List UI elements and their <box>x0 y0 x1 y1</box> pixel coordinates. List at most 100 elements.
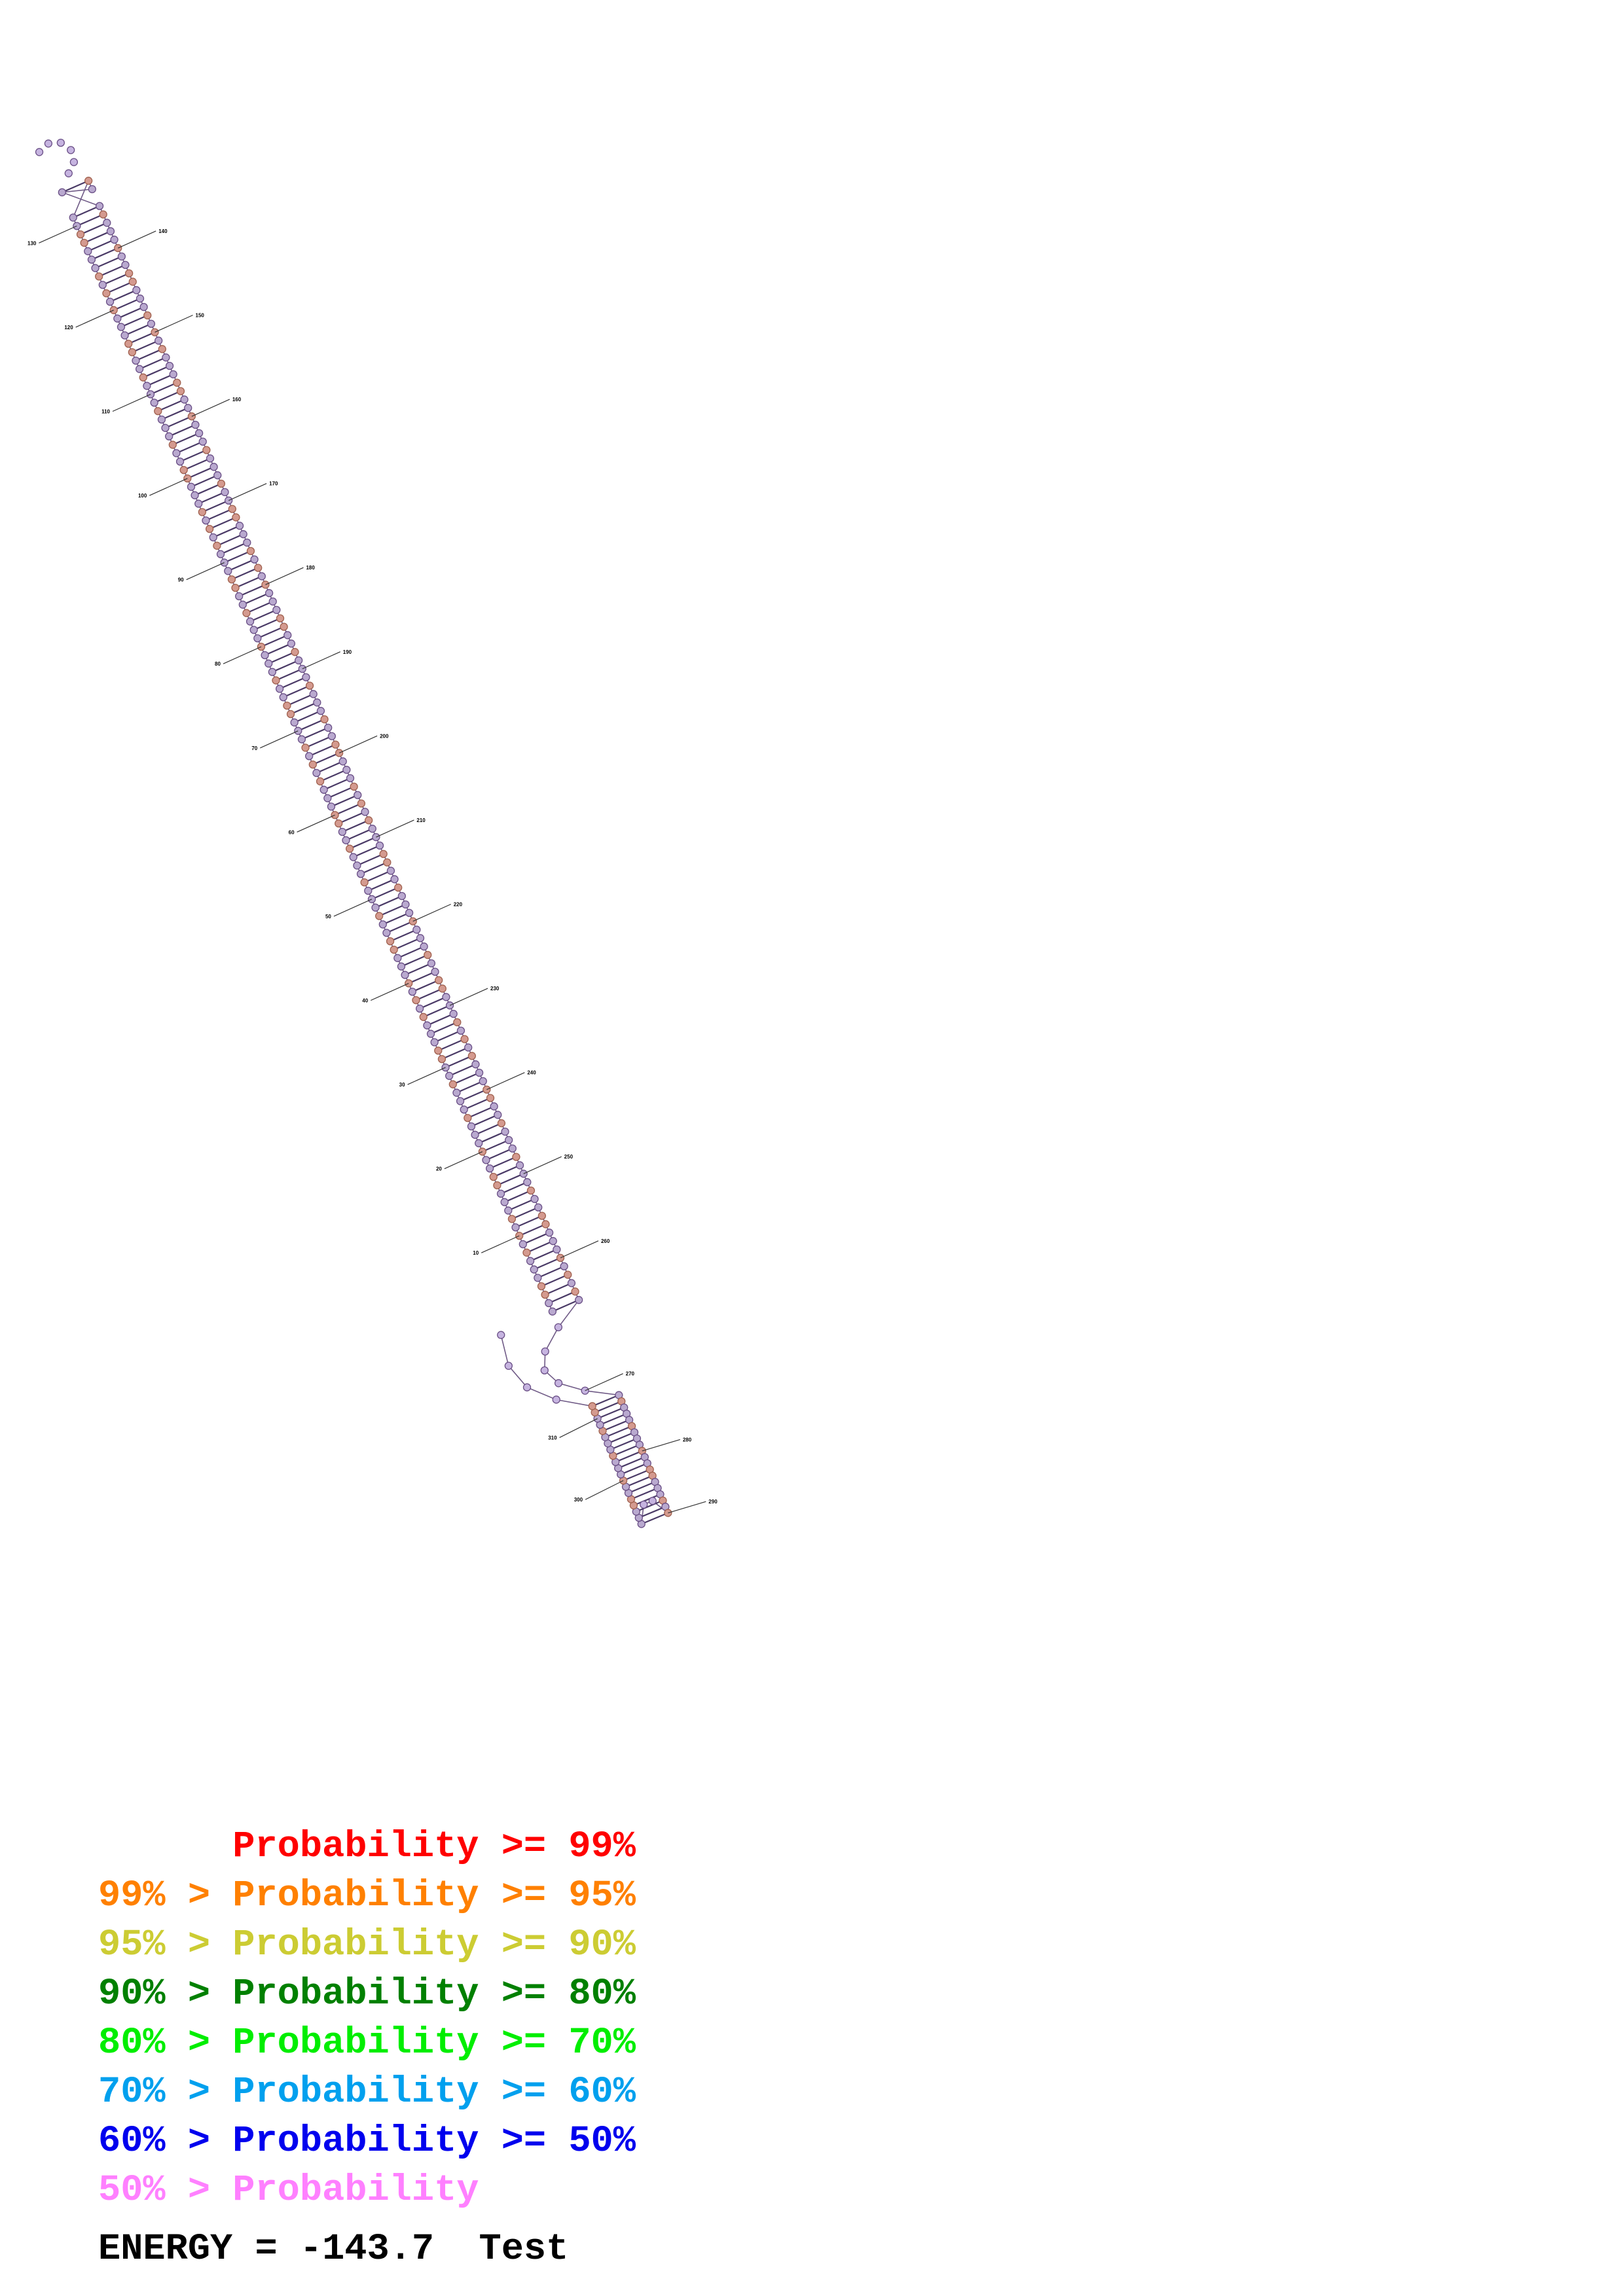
base-pair-line <box>612 1444 640 1457</box>
nucleotide <box>538 1211 546 1220</box>
tick-label: 120 <box>64 325 73 331</box>
base-pair-line <box>600 1412 627 1426</box>
nucleotide <box>243 538 251 547</box>
base-pair-line <box>154 390 181 404</box>
base-pair-line <box>641 1512 668 1525</box>
base-pair-line <box>452 1072 480 1085</box>
nucleotide <box>312 768 321 778</box>
legend-row: 60% > Probability >= 50% <box>98 2117 1015 2166</box>
nucleotide <box>216 550 225 558</box>
base-pair-line <box>507 1198 536 1211</box>
energy-label: ENERGY = <box>98 2229 300 2270</box>
base-pair-line <box>76 213 104 227</box>
nucleotide <box>198 437 207 446</box>
base-pair-line <box>515 1215 543 1229</box>
base-pair-line <box>408 971 435 984</box>
base-pair-line <box>364 870 392 884</box>
base-pair-line <box>597 1407 625 1420</box>
legend-suffix: >= 80% <box>479 1973 636 2015</box>
base-pair-line <box>319 769 347 782</box>
nucleotide <box>238 600 247 609</box>
nucleotide <box>91 264 100 272</box>
tick-line <box>149 478 188 496</box>
nucleotide <box>522 1248 531 1257</box>
legend-prefix: 70% > <box>98 2072 233 2113</box>
base-pair-line <box>179 449 207 463</box>
nucleotide <box>437 1054 447 1064</box>
base-pair-line <box>605 1425 632 1438</box>
base-pair-line <box>198 491 225 505</box>
base-pair-line <box>95 255 122 269</box>
nucleotide <box>386 937 395 946</box>
probability-legend: Probability >= 99% 99% > Probability >= 9… <box>98 1823 1015 2215</box>
nucleotide <box>202 446 211 454</box>
legend-label: Probability <box>232 1973 479 2015</box>
nucleotide <box>427 959 436 968</box>
tick-line <box>265 567 304 585</box>
loop-nucleotide <box>44 139 53 148</box>
energy-value: -143.7 <box>299 2229 435 2270</box>
nucleotide <box>95 272 103 281</box>
base-pair-line <box>305 735 333 749</box>
nucleotide <box>453 1018 462 1027</box>
base-pair-line <box>511 1206 539 1220</box>
nucleotide <box>505 1136 513 1145</box>
nucleotide <box>331 811 339 819</box>
nucleotide <box>264 589 274 598</box>
nucleotide <box>356 870 365 878</box>
nucleotide <box>124 269 134 278</box>
base-pair-line <box>257 626 285 639</box>
nucleotide <box>526 1257 535 1265</box>
base-pair-line <box>434 1030 462 1043</box>
nucleotide <box>132 286 141 295</box>
nucleotide <box>228 505 236 513</box>
base-pair-line <box>91 247 119 260</box>
nucleotide <box>335 819 343 828</box>
nucleotide <box>479 1077 487 1086</box>
nucleotide <box>464 1113 472 1122</box>
nucleotide <box>430 1038 439 1047</box>
base-pair-line <box>132 340 159 353</box>
base-pair-line <box>594 1400 622 1413</box>
nucleotide <box>500 1198 509 1206</box>
nucleotide <box>253 634 262 643</box>
tick-line <box>338 735 378 754</box>
base-pair-line <box>172 432 200 446</box>
base-pair-line <box>109 289 137 302</box>
base-pair-line <box>349 836 376 850</box>
tick-label: 80 <box>215 661 221 667</box>
nucleotide <box>276 614 285 622</box>
nucleotide <box>512 1153 520 1161</box>
nucleotide <box>58 188 66 196</box>
tick-line <box>302 651 341 670</box>
nucleotide <box>452 1088 461 1097</box>
nucleotide <box>297 735 306 744</box>
tick-label: 50 <box>325 914 331 920</box>
base-pair-line <box>602 1419 630 1432</box>
nucleotide <box>412 925 421 934</box>
base-pair-line <box>625 1475 653 1488</box>
base-pair-line <box>206 508 233 522</box>
nucleotide <box>338 827 346 836</box>
base-pair-line <box>272 660 299 673</box>
base-pair-line <box>437 1038 465 1052</box>
base-pair-line <box>630 1487 658 1500</box>
base-pair-line <box>393 937 421 950</box>
tick-line <box>376 819 414 838</box>
nucleotide <box>375 912 384 920</box>
nucleotide <box>316 707 325 715</box>
nucleotide <box>217 479 226 488</box>
loop-nucleotide <box>69 158 79 166</box>
nucleotide <box>205 524 214 533</box>
base-pair-line <box>552 1299 579 1312</box>
nucleotide <box>526 1186 536 1195</box>
nucleotide <box>511 1223 520 1232</box>
base-pair-line <box>378 903 406 917</box>
nucleotide <box>397 891 406 901</box>
tick-label: 180 <box>306 565 315 571</box>
nucleotide <box>541 1290 549 1299</box>
nucleotide <box>431 967 439 976</box>
base-pair-line <box>261 634 288 648</box>
nucleotide <box>287 639 296 648</box>
nucleotide <box>143 382 151 390</box>
